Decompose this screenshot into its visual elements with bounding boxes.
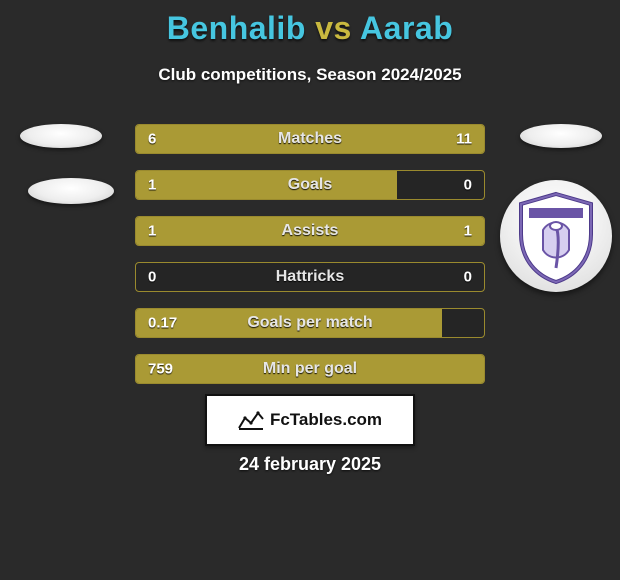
title-player2: Aarab xyxy=(360,10,453,46)
page-title: Benhalib vs Aarab xyxy=(0,10,620,47)
stat-row: 00Hattricks xyxy=(135,262,485,292)
stat-rows: 611Matches 10Goals 11Assists 00Hattricks 0.1… xyxy=(135,124,485,400)
brand-logo-icon xyxy=(238,410,264,430)
shield-icon xyxy=(513,190,599,286)
stat-label: Goals per match xyxy=(136,314,484,332)
stat-row: 759Min per goal xyxy=(135,354,485,384)
stat-label: Assists xyxy=(136,222,484,240)
title-vs: vs xyxy=(315,10,352,46)
stat-row: 0.17Goals per match xyxy=(135,308,485,338)
stat-label: Hattricks xyxy=(136,268,484,286)
stat-label: Min per goal xyxy=(136,360,484,378)
stat-label: Matches xyxy=(136,130,484,148)
title-player1: Benhalib xyxy=(167,10,306,46)
brand-badge[interactable]: FcTables.com xyxy=(205,394,415,446)
stat-row: 10Goals xyxy=(135,170,485,200)
player2-club-badge xyxy=(500,180,612,292)
stat-row: 611Matches xyxy=(135,124,485,154)
player2-ellipse xyxy=(520,124,602,148)
stat-label: Goals xyxy=(136,176,484,194)
player1-club-ellipse-2 xyxy=(28,178,114,204)
subtitle: Club competitions, Season 2024/2025 xyxy=(0,65,620,85)
date-text: 24 february 2025 xyxy=(0,454,620,475)
brand-text: FcTables.com xyxy=(270,410,382,430)
comparison-card: Benhalib vs Aarab Club competitions, Sea… xyxy=(0,0,620,580)
player1-club-ellipse-1 xyxy=(20,124,102,148)
stat-row: 11Assists xyxy=(135,216,485,246)
